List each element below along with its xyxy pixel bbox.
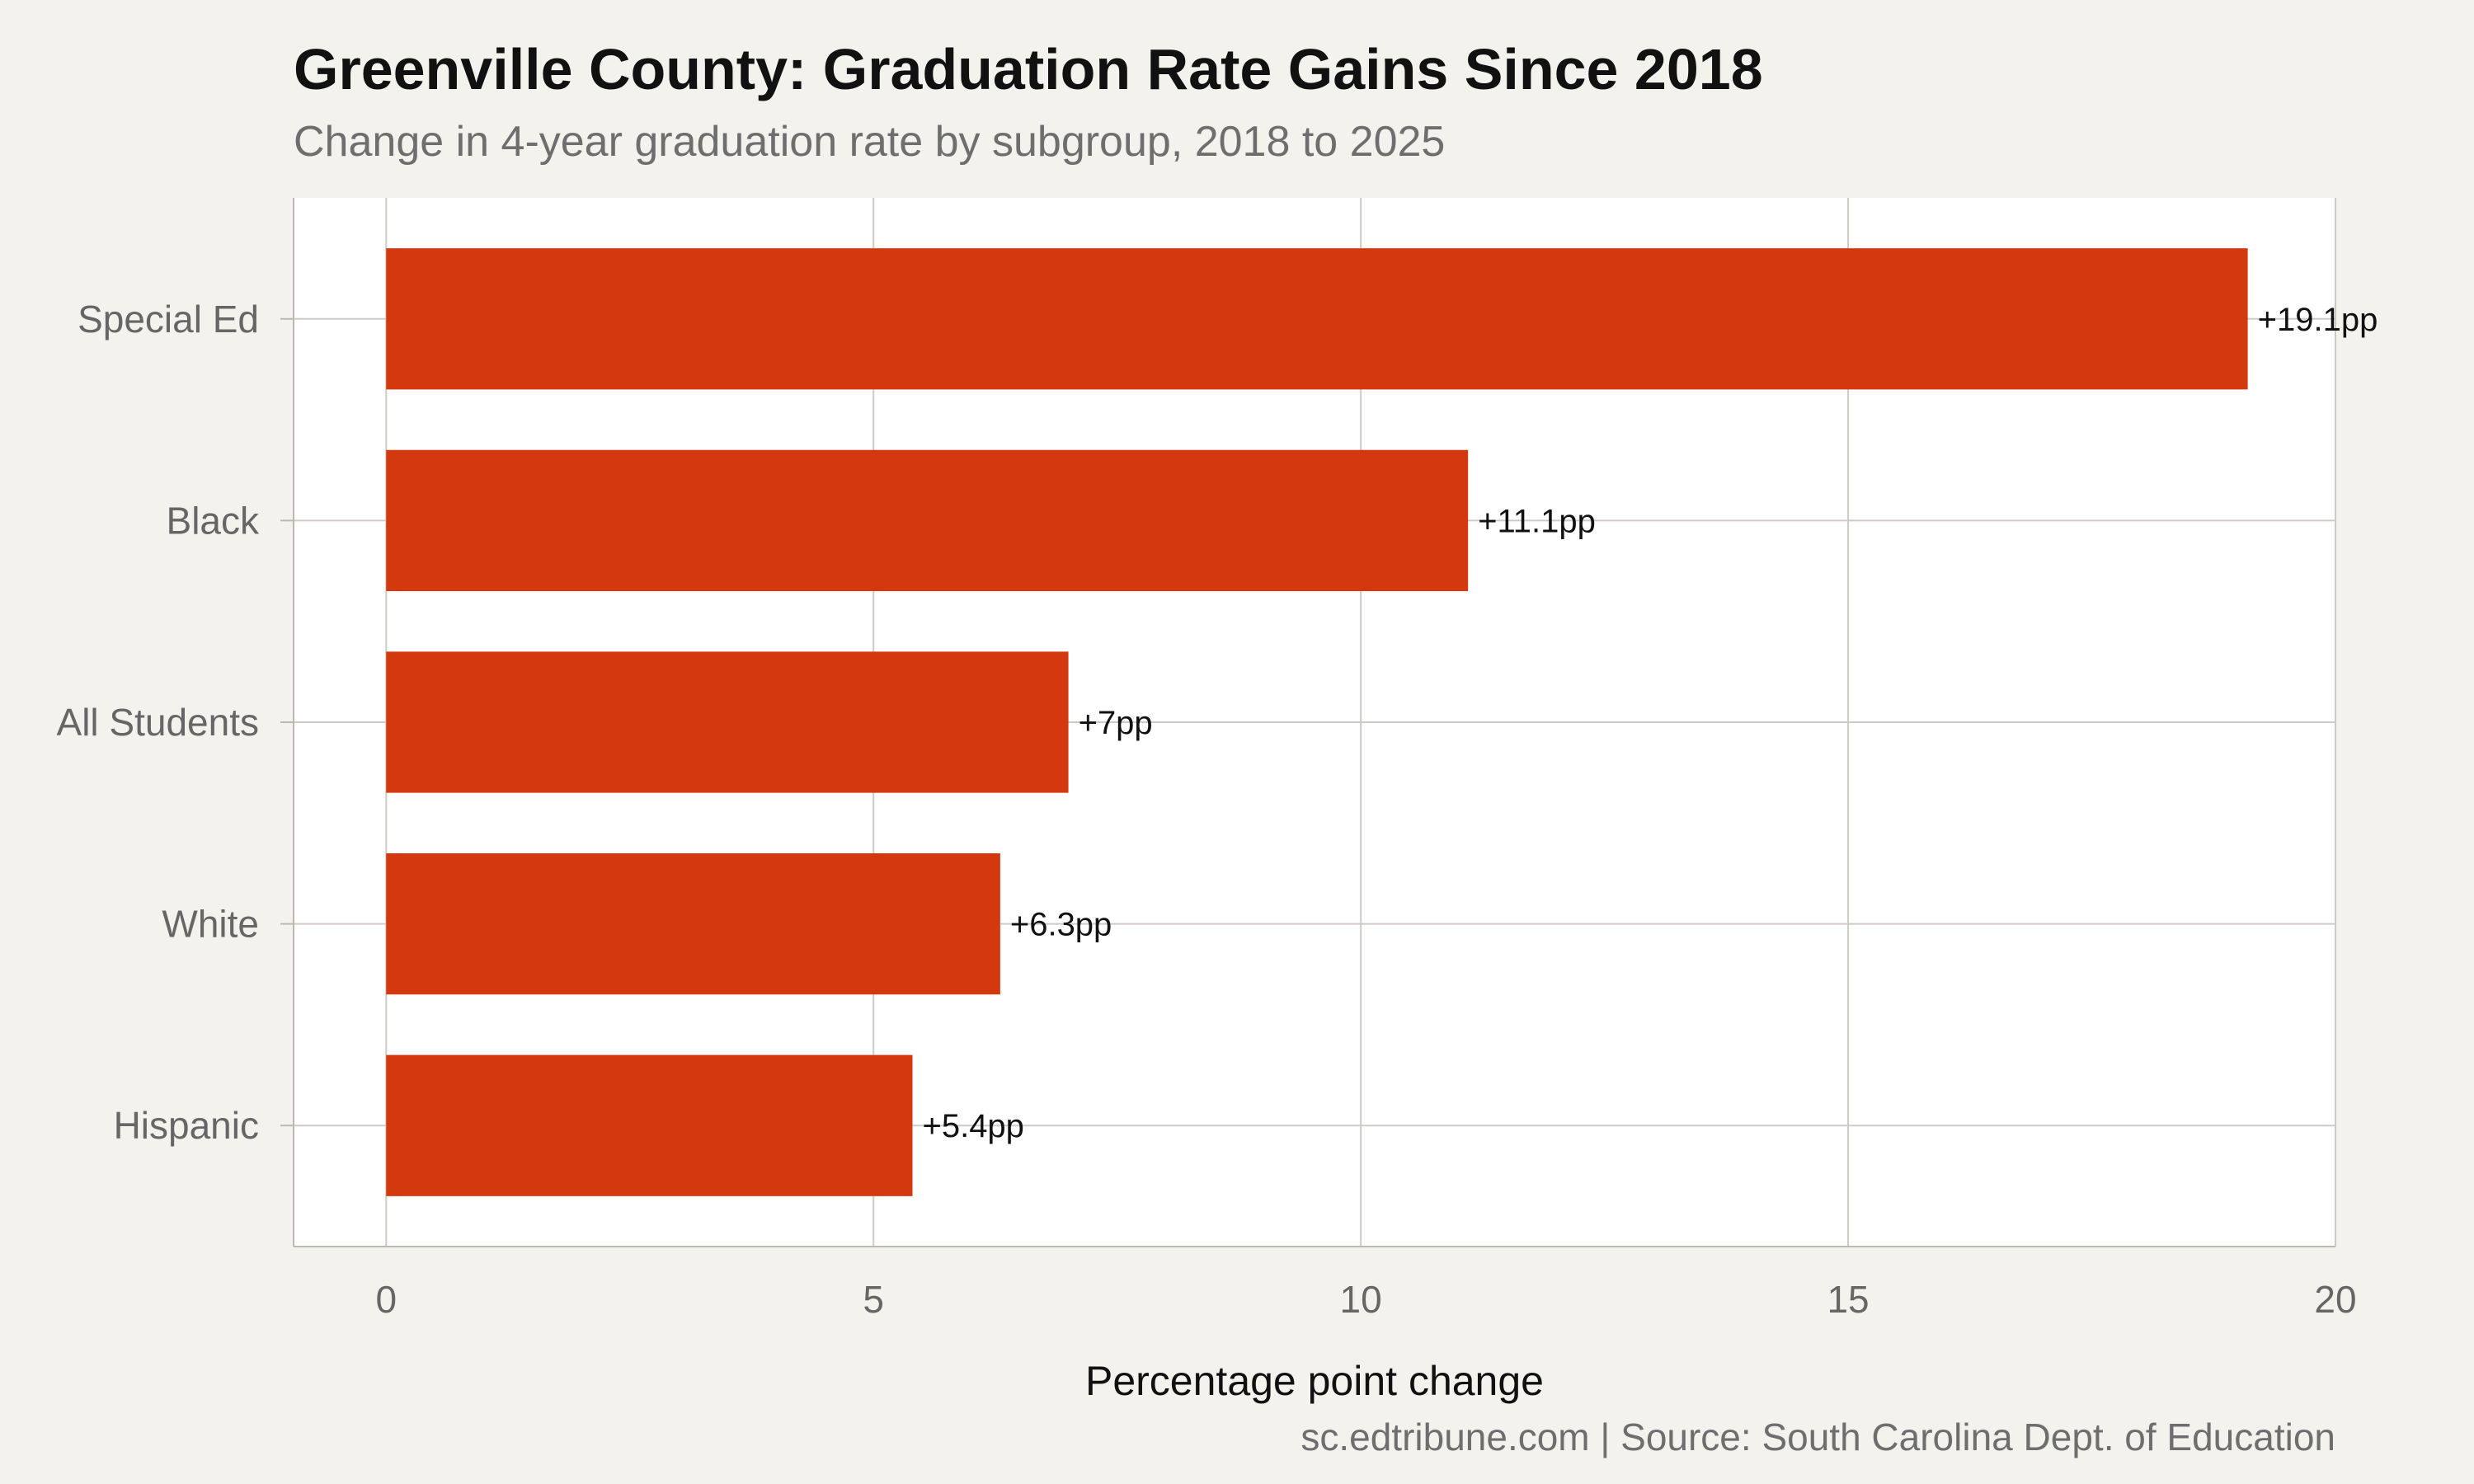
bar	[386, 853, 1000, 995]
x-tick-label: 20	[2314, 1278, 2356, 1321]
category-label: Hispanic	[114, 1104, 259, 1147]
data-label: +5.4pp	[922, 1108, 1023, 1144]
chart-title: Greenville County: Graduation Rate Gains…	[294, 37, 1763, 101]
category-label: Black	[167, 499, 260, 542]
source-caption: sc.edtribune.com | Source: South Carolin…	[1300, 1416, 2335, 1458]
bar	[386, 1054, 913, 1196]
x-tick-label: 15	[1827, 1278, 1869, 1321]
bar	[386, 651, 1069, 793]
x-tick-label: 0	[375, 1278, 397, 1321]
x-axis-title: Percentage point change	[1085, 1358, 1544, 1404]
chart-subtitle: Change in 4-year graduation rate by subg…	[294, 118, 1446, 166]
bar	[386, 248, 2248, 390]
category-label: Special Ed	[78, 298, 259, 340]
category-label: All Students	[57, 701, 259, 744]
bar	[386, 449, 1469, 591]
data-label: +19.1pp	[2258, 302, 2378, 338]
data-label: +6.3pp	[1010, 907, 1112, 943]
data-label: +7pp	[1079, 705, 1153, 741]
x-tick-label: 10	[1340, 1278, 1382, 1321]
category-label: White	[162, 903, 259, 946]
x-tick-label: 5	[863, 1278, 884, 1321]
data-label: +11.1pp	[1478, 503, 1596, 539]
